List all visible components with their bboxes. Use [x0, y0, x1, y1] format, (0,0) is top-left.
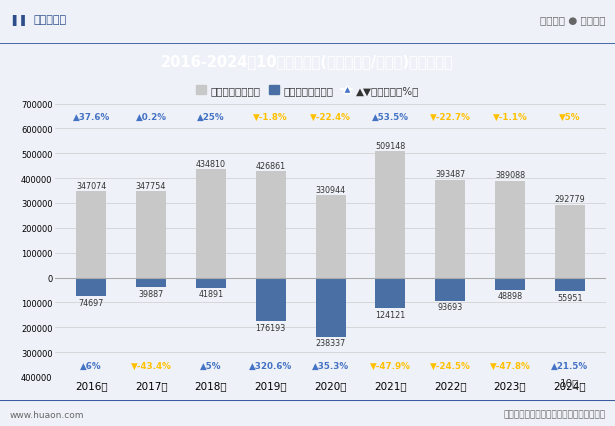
- Bar: [256, 278, 286, 322]
- Text: 434810: 434810: [196, 160, 226, 169]
- Bar: [435, 180, 465, 278]
- Text: 55951: 55951: [557, 293, 582, 302]
- Text: ▲21.5%: ▲21.5%: [551, 360, 589, 370]
- Text: 124121: 124121: [375, 310, 405, 319]
- Text: 238337: 238337: [315, 338, 346, 348]
- Text: ▲5%: ▲5%: [200, 360, 221, 370]
- Bar: [76, 192, 106, 278]
- Bar: [76, 278, 106, 296]
- Text: 347074: 347074: [76, 181, 106, 190]
- Bar: [435, 278, 465, 301]
- Text: www.huaon.com: www.huaon.com: [9, 410, 84, 419]
- Bar: [315, 196, 346, 278]
- Text: 330944: 330944: [315, 185, 346, 194]
- Text: 426861: 426861: [256, 161, 286, 170]
- Bar: [196, 278, 226, 288]
- Text: 176193: 176193: [256, 323, 286, 332]
- Bar: [495, 181, 525, 278]
- Text: 41891: 41891: [199, 290, 223, 299]
- Text: 48898: 48898: [498, 291, 523, 300]
- Bar: [256, 172, 286, 278]
- Text: 509148: 509148: [375, 141, 405, 150]
- Text: ▼-47.9%: ▼-47.9%: [370, 360, 411, 370]
- Bar: [555, 205, 585, 278]
- Bar: [375, 278, 405, 308]
- Legend: 出口额（千美元）, 进口额（千美元）, ▲▼同比增长（%）: 出口额（千美元）, 进口额（千美元）, ▲▼同比增长（%）: [191, 82, 424, 100]
- Text: ❚❚: ❚❚: [9, 14, 28, 26]
- Text: ▼5%: ▼5%: [559, 112, 581, 121]
- Text: 专业严谨 ● 客观科学: 专业严谨 ● 客观科学: [540, 15, 606, 25]
- Text: 292779: 292779: [555, 195, 585, 204]
- Text: 10月: 10月: [560, 377, 579, 387]
- Text: ▲53.5%: ▲53.5%: [372, 112, 409, 121]
- Bar: [196, 170, 226, 278]
- Text: ▼-1.1%: ▼-1.1%: [493, 112, 528, 121]
- Text: ▼-43.4%: ▼-43.4%: [130, 360, 172, 370]
- Bar: [495, 278, 525, 290]
- Text: ▼-24.5%: ▼-24.5%: [430, 360, 470, 370]
- Text: 华经情报网: 华经情报网: [34, 15, 67, 25]
- Bar: [136, 278, 166, 288]
- Text: ▲320.6%: ▲320.6%: [249, 360, 292, 370]
- Text: 39887: 39887: [138, 289, 164, 298]
- Text: ▲6%: ▲6%: [81, 360, 102, 370]
- Text: 347754: 347754: [136, 181, 166, 190]
- Text: 389088: 389088: [495, 171, 525, 180]
- Text: 数据来源：中国海关，华经产业研究院整理: 数据来源：中国海关，华经产业研究院整理: [504, 410, 606, 419]
- Text: ▲0.2%: ▲0.2%: [135, 112, 167, 121]
- Text: ▼-22.4%: ▼-22.4%: [310, 112, 351, 121]
- Text: ▼-22.7%: ▼-22.7%: [430, 112, 470, 121]
- Text: ▲37.6%: ▲37.6%: [73, 112, 110, 121]
- Text: 74697: 74697: [79, 298, 104, 307]
- Text: ▲25%: ▲25%: [197, 112, 224, 121]
- Text: 2016-2024年10月石河子市(境内目的地/货源地)进、出口额: 2016-2024年10月石河子市(境内目的地/货源地)进、出口额: [161, 54, 454, 69]
- Text: ▲35.3%: ▲35.3%: [312, 360, 349, 370]
- Bar: [375, 152, 405, 278]
- Text: ▼-47.8%: ▼-47.8%: [490, 360, 530, 370]
- Text: ▼-1.8%: ▼-1.8%: [253, 112, 288, 121]
- Bar: [315, 278, 346, 337]
- Text: 93693: 93693: [438, 302, 463, 311]
- Text: 393487: 393487: [435, 170, 466, 179]
- Bar: [136, 192, 166, 278]
- Bar: [555, 278, 585, 292]
